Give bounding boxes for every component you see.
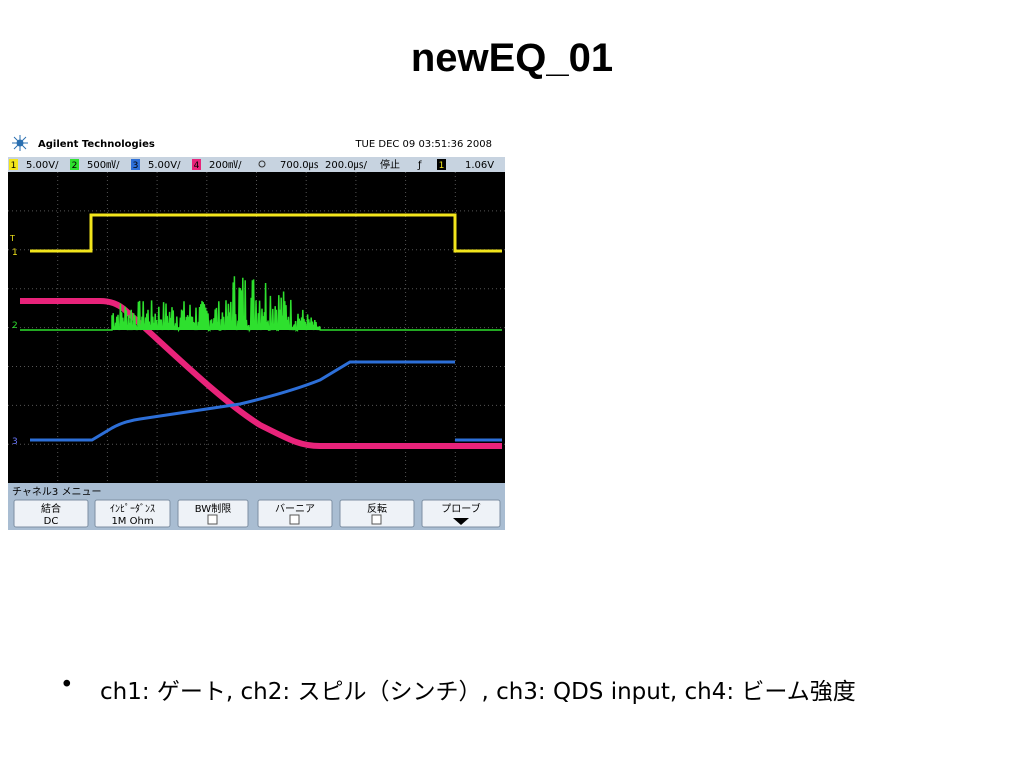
channel-scale: 200㎷/ [209,160,242,171]
bullet-list: ch1: ゲート, ch2: スピル（シンチ）, ch3: QDS input,… [60,672,856,706]
timestamp: TUE DEC 09 03:51:36 2008 [354,139,492,150]
bullet: ch1: ゲート, ch2: スピル（シンチ）, ch3: QDS input,… [60,672,856,706]
channel-scale: 5.00V/ [148,160,181,171]
softkey-checkbox [207,514,218,525]
channel-number: 1 [11,161,17,171]
softkey-label: ｲﾝﾋﾟｰﾀﾞﾝｽ [110,503,155,515]
trigger-badge [437,159,446,170]
softkey[interactable] [13,499,89,528]
trace-ch4 [20,298,502,449]
channel-badge [192,159,201,170]
status-bar [8,157,505,172]
channel-number: 2 [72,161,78,171]
brand: Agilent Technologies [38,139,155,150]
softkey[interactable] [94,499,171,528]
softkey-label: バーニア [275,503,315,515]
logo [12,135,28,151]
trigger-marker: T [9,234,15,243]
softkey-label: 反転 [367,503,387,515]
softkey-label: 結合 [41,502,61,515]
channel-badge [70,159,79,170]
trace-marker: 3 [12,437,18,447]
timebase: 200.0㎲/ [325,160,368,171]
softkey-label: BW制限 [195,502,231,515]
oscilloscope-screenshot: Agilent Technologies TUE DEC 09 03:51:36… [8,135,505,530]
channel-scale: 500㎷/ [87,160,120,171]
softkey-value: 1M Ohm [111,516,153,527]
run-state: 停止 [380,158,400,171]
channel-number: 4 [194,161,200,171]
menu-title: チャネル3 メニュー [12,486,101,498]
trace-ch2 [20,276,502,333]
softkey-checkbox [371,514,382,525]
trace-marker: 1 [12,248,18,258]
softkey[interactable] [257,499,333,528]
softkey[interactable] [421,499,501,528]
channel-number: 3 [133,161,139,171]
trigger-slope: ƒ [417,160,422,171]
slide-title: newEQ_01 [410,36,614,80]
trigger-source: 1 [439,161,445,171]
softkey[interactable] [339,499,415,528]
delay: 700.0㎲ [280,160,319,171]
channel-badge [131,159,140,170]
softkey-arrow [453,518,469,525]
softkey[interactable] [177,499,249,528]
channel-scale: 5.00V/ [26,160,59,171]
trace-marker: 2 [12,321,18,331]
channel-badge [9,159,18,170]
trace-ch3 [30,360,502,442]
softkey-label: プローブ [441,502,480,515]
delay-icon [258,160,266,168]
softkey-checkbox [289,514,300,525]
trace-ch1 [30,213,502,253]
softkey-value: DC [44,516,59,527]
trigger-level: 1.06V [465,160,494,171]
